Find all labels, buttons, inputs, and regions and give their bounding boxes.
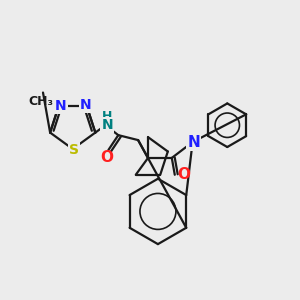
Text: O: O <box>177 167 190 182</box>
Text: N: N <box>80 98 92 112</box>
Text: S: S <box>69 143 79 157</box>
Text: CH₃: CH₃ <box>28 95 53 108</box>
Text: N: N <box>102 118 113 132</box>
Text: H: H <box>102 110 112 123</box>
Text: N: N <box>187 135 200 150</box>
Text: N: N <box>55 99 67 113</box>
Text: O: O <box>100 150 113 165</box>
